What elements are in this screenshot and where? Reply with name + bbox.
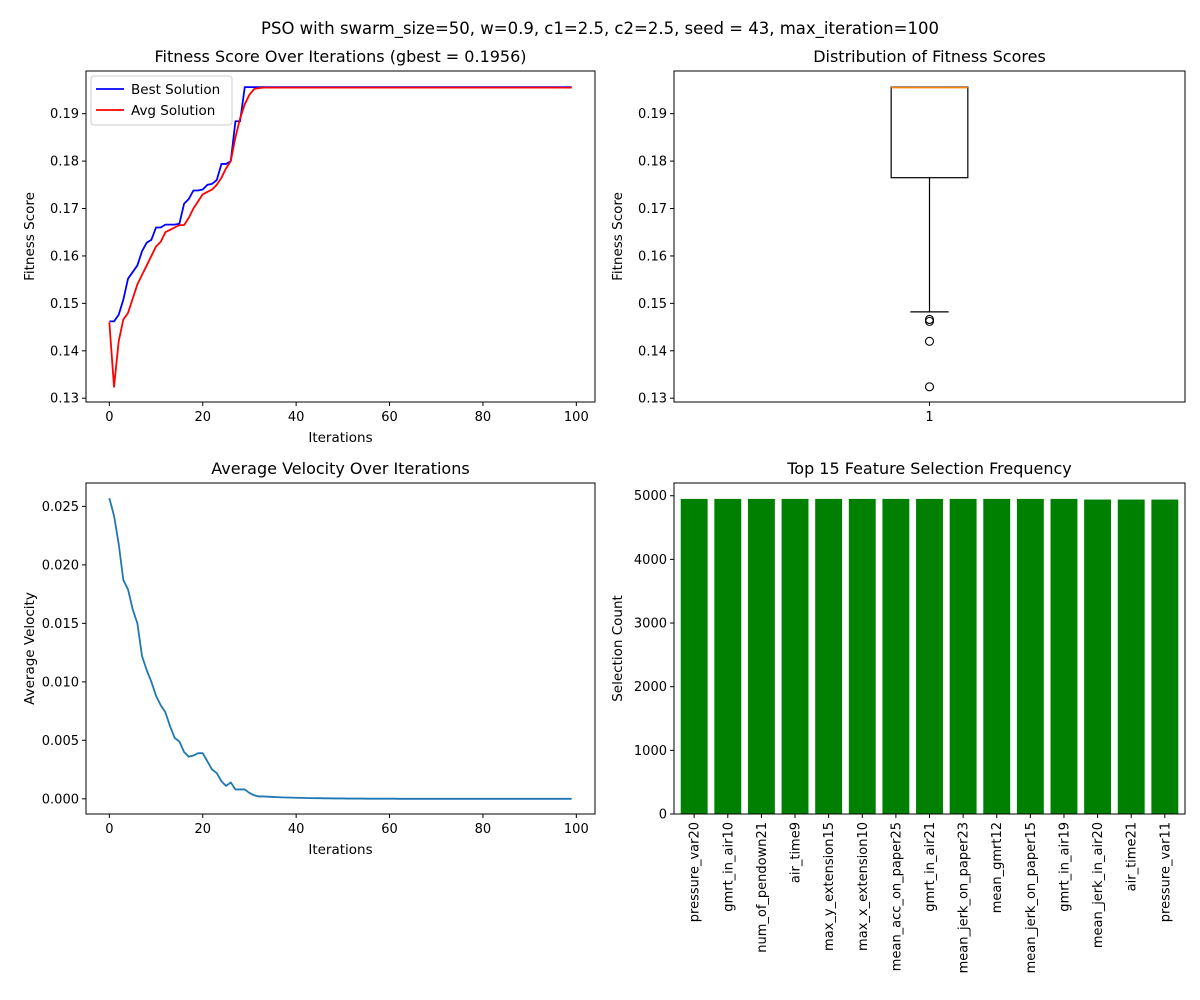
legend-entry: Avg Solution — [131, 103, 215, 119]
y-tick-label: 0.17 — [638, 202, 667, 217]
y-tick-label: 0.18 — [50, 155, 79, 170]
chart-title: Average Velocity Over Iterations — [211, 459, 469, 478]
y-tick-label: 0.16 — [638, 249, 667, 264]
y-axis-label: Average Velocity — [22, 592, 38, 705]
axes-frame — [673, 482, 1186, 815]
y-tick-label: 1000 — [634, 744, 667, 759]
x-tick-label: 20 — [194, 822, 211, 837]
bar — [815, 498, 843, 814]
y-tick-label: 2000 — [634, 680, 667, 695]
x-axis-label: Iterations — [308, 842, 372, 858]
x-tick-label: 20 — [194, 410, 211, 425]
bar — [1151, 499, 1179, 814]
x-tick-label: 60 — [381, 410, 398, 425]
y-tick-label: 0.000 — [42, 792, 79, 807]
x-tick-label: gmrt_in_air21 — [923, 822, 938, 912]
bar — [747, 498, 775, 814]
y-tick-label: 4000 — [634, 553, 667, 568]
y-axis-label: Fitness Score — [610, 192, 626, 281]
axes-frame — [673, 70, 1186, 403]
series-line-avg-solution — [108, 86, 572, 388]
axes-frame — [85, 70, 596, 403]
x-tick-label: 1 — [925, 410, 933, 425]
x-tick-label: max_x_extension10 — [856, 822, 871, 951]
x-tick-label: gmrt_in_air19 — [1057, 822, 1072, 912]
x-tick-label: 0 — [105, 410, 113, 425]
y-tick-label: 0.16 — [50, 249, 79, 264]
x-tick-label: 100 — [564, 822, 589, 837]
outlier-point — [924, 382, 935, 392]
figure-suptitle: PSO with swarm_size=50, w=0.9, c1=2.5, c… — [261, 19, 939, 39]
x-axis-label: Iterations — [308, 430, 372, 446]
x-tick-label: mean_jerk_on_paper23 — [957, 822, 972, 973]
bar — [1084, 499, 1112, 814]
x-tick-label: mean_acc_on_paper25 — [889, 822, 904, 971]
y-tick-label: 0.005 — [42, 734, 79, 749]
bar — [781, 498, 809, 814]
chart-title: Distribution of Fitness Scores — [813, 47, 1046, 66]
y-tick-label: 0.14 — [50, 344, 79, 359]
y-tick-label: 5000 — [634, 489, 667, 504]
fitness-distribution-boxplot: Distribution of Fitness Scores Fitness Sc… — [610, 47, 1186, 425]
x-tick-label: mean_jerk_on_paper15 — [1024, 822, 1039, 973]
bar — [1016, 498, 1044, 814]
x-tick-label: 40 — [288, 822, 305, 837]
bar — [714, 498, 742, 814]
legend — [90, 75, 233, 126]
x-tick-label: 60 — [381, 822, 398, 837]
bar — [916, 498, 943, 814]
y-tick-label: 3000 — [634, 617, 667, 632]
y-tick-label: 0.18 — [638, 155, 667, 170]
axes-frame — [85, 482, 596, 815]
y-tick-label: 0.025 — [42, 500, 79, 515]
x-tick-label: 100 — [564, 410, 589, 425]
x-tick-label: air_time9 — [789, 822, 804, 883]
y-tick-label: 0.015 — [42, 617, 79, 632]
y-tick-label: 0.13 — [50, 392, 79, 407]
bar — [949, 498, 977, 814]
y-tick-label: 0 — [659, 808, 667, 823]
bar — [983, 498, 1011, 814]
x-tick-label: pressure_var20 — [688, 822, 703, 922]
bar — [680, 498, 708, 814]
x-tick-label: pressure_var11 — [1158, 822, 1173, 922]
y-tick-label: 0.19 — [50, 107, 79, 122]
outlier-point — [924, 336, 935, 346]
x-tick-label: max_y_extension15 — [822, 822, 837, 951]
x-tick-label: 80 — [475, 822, 492, 837]
x-tick-label: mean_jerk_in_air20 — [1091, 822, 1106, 948]
y-tick-label: 0.17 — [50, 202, 79, 217]
chart-title: Top 15 Feature Selection Frequency — [786, 459, 1072, 478]
y-axis-label: Fitness Score — [22, 192, 38, 281]
y-tick-label: 0.13 — [638, 392, 667, 407]
average-velocity-chart: Average Velocity Over Iterations Average … — [22, 459, 596, 858]
outlier-point — [924, 316, 935, 326]
bar — [882, 498, 910, 814]
bar — [848, 498, 876, 814]
x-tick-label: gmrt_in_air10 — [721, 822, 736, 912]
series-line-velocity — [108, 497, 572, 800]
y-tick-label: 0.14 — [638, 344, 667, 359]
y-axis-label: Selection Count — [610, 595, 626, 702]
y-tick-label: 0.020 — [42, 558, 79, 573]
y-tick-label: 0.010 — [42, 675, 79, 690]
feature-selection-frequency-chart: Top 15 Feature Selection Frequency Select… — [610, 459, 1186, 973]
bar — [1050, 498, 1078, 814]
y-tick-label: 0.15 — [50, 297, 79, 312]
fitness-over-iterations-chart: Fitness Score Over Iterations (gbest = 0… — [22, 47, 596, 446]
bar — [1117, 499, 1145, 814]
y-tick-label: 0.19 — [638, 107, 667, 122]
x-tick-label: 40 — [288, 410, 305, 425]
chart-title: Fitness Score Over Iterations (gbest = 0… — [154, 47, 526, 66]
x-tick-label: num_of_pendown21 — [755, 822, 770, 953]
y-tick-label: 0.15 — [638, 297, 667, 312]
legend-entry: Best Solution — [131, 82, 220, 98]
x-tick-label: 0 — [105, 822, 113, 837]
x-tick-label: 80 — [475, 410, 492, 425]
x-tick-label: mean_gmrt12 — [990, 822, 1005, 913]
x-tick-label: air_time21 — [1125, 822, 1140, 891]
